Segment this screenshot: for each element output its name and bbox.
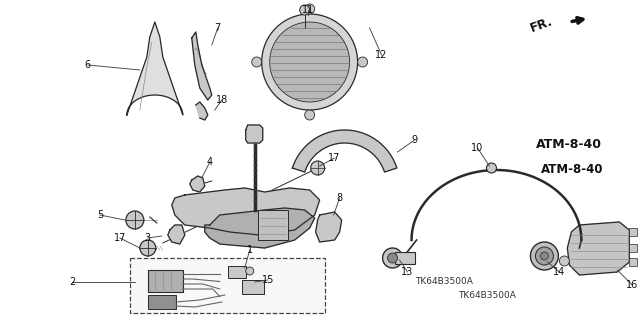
Bar — [395, 252, 415, 264]
Circle shape — [305, 4, 315, 14]
Circle shape — [262, 14, 358, 110]
Circle shape — [140, 240, 156, 256]
Text: 11: 11 — [301, 5, 314, 15]
Text: FR.: FR. — [528, 15, 554, 35]
Text: TK64B3500A: TK64B3500A — [415, 277, 473, 286]
Text: 15: 15 — [262, 275, 274, 285]
Circle shape — [540, 252, 548, 260]
Text: 6: 6 — [85, 60, 91, 70]
Text: 17: 17 — [114, 233, 126, 243]
Text: 2: 2 — [68, 277, 75, 287]
Text: 5: 5 — [97, 210, 103, 220]
Text: 12: 12 — [376, 50, 388, 60]
Polygon shape — [196, 102, 208, 120]
Polygon shape — [205, 208, 315, 248]
Text: ATM-8-40: ATM-8-40 — [536, 138, 602, 152]
Bar — [148, 270, 183, 292]
Circle shape — [536, 247, 554, 265]
Bar — [629, 244, 637, 252]
Circle shape — [305, 110, 315, 120]
Polygon shape — [190, 176, 205, 192]
Bar — [242, 280, 264, 294]
Polygon shape — [246, 125, 262, 143]
Bar — [148, 295, 176, 309]
Polygon shape — [172, 188, 319, 235]
Circle shape — [246, 267, 253, 275]
Text: 7: 7 — [214, 23, 221, 33]
Polygon shape — [168, 225, 185, 244]
Circle shape — [300, 5, 310, 15]
Circle shape — [486, 163, 497, 173]
Circle shape — [559, 256, 570, 266]
Text: 14: 14 — [553, 267, 566, 277]
Polygon shape — [316, 212, 342, 242]
Polygon shape — [192, 32, 212, 100]
Circle shape — [252, 57, 262, 67]
Circle shape — [388, 253, 397, 263]
Circle shape — [269, 22, 349, 102]
Circle shape — [310, 161, 324, 175]
Circle shape — [383, 248, 403, 268]
Bar — [130, 258, 324, 313]
Text: TK64B3500A: TK64B3500A — [458, 291, 516, 300]
Text: ATM-8-40: ATM-8-40 — [541, 163, 604, 175]
Text: 13: 13 — [401, 267, 413, 277]
Bar — [629, 228, 637, 236]
Text: 1: 1 — [246, 245, 253, 255]
Polygon shape — [568, 222, 629, 275]
Polygon shape — [127, 22, 183, 115]
Text: 9: 9 — [412, 135, 418, 145]
Bar — [258, 210, 288, 240]
Text: 18: 18 — [216, 95, 228, 105]
Circle shape — [358, 57, 367, 67]
Text: 8: 8 — [337, 193, 342, 203]
Text: 16: 16 — [626, 280, 639, 290]
Bar — [629, 258, 637, 266]
Text: 3: 3 — [145, 233, 151, 243]
Circle shape — [126, 211, 144, 229]
Text: 17: 17 — [328, 153, 341, 163]
Polygon shape — [292, 130, 397, 172]
Circle shape — [531, 242, 558, 270]
Text: 4: 4 — [207, 157, 213, 167]
Text: 10: 10 — [471, 143, 484, 153]
Bar — [228, 266, 246, 278]
